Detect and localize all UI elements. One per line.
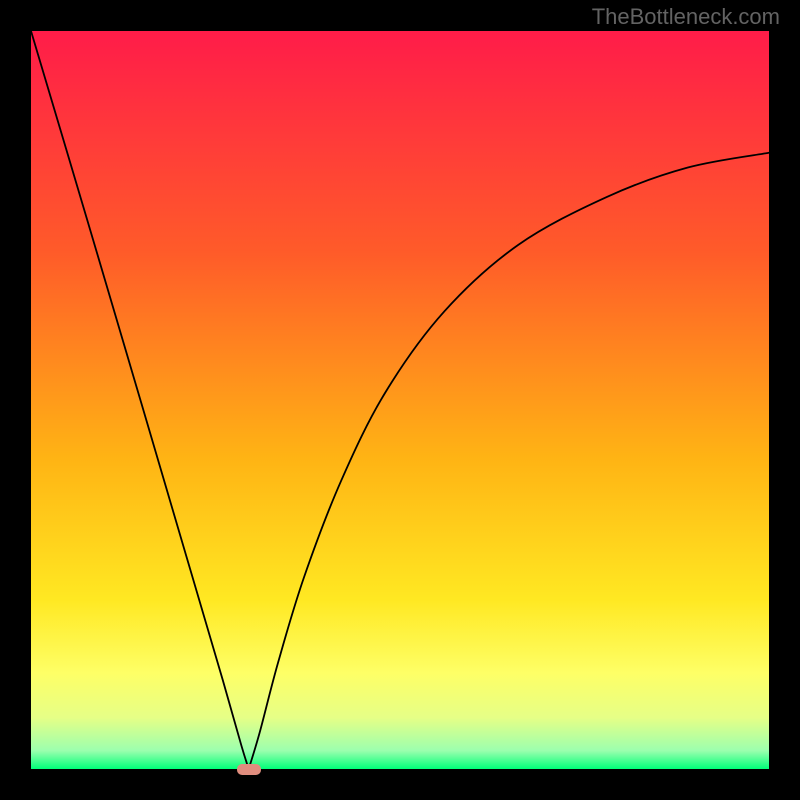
plot-area bbox=[31, 31, 769, 769]
curve-left-branch bbox=[31, 31, 249, 769]
bottleneck-curve bbox=[31, 31, 769, 769]
canvas: TheBottleneck.com bbox=[0, 0, 800, 800]
optimum-marker bbox=[237, 764, 261, 775]
watermark-text: TheBottleneck.com bbox=[592, 4, 780, 30]
curve-right-branch bbox=[249, 153, 769, 769]
